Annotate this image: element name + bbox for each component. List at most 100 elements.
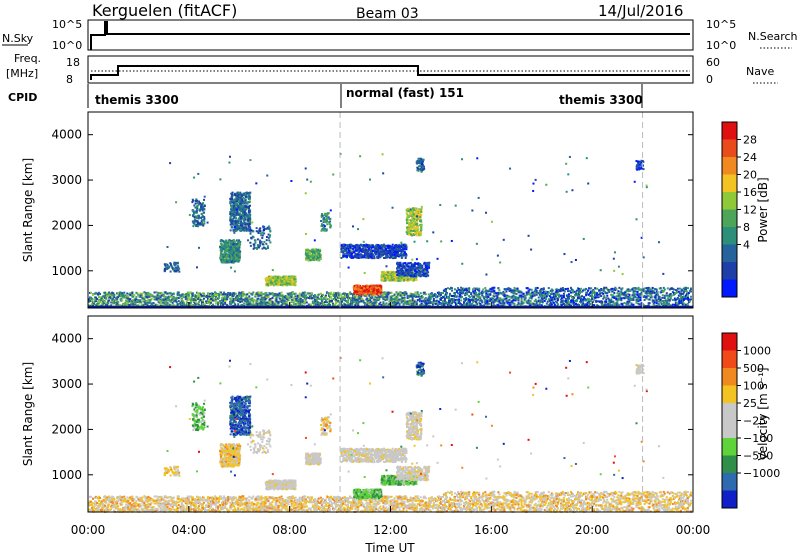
power-cell (546, 291, 549, 294)
power-cell (227, 291, 230, 294)
power-cell (601, 291, 604, 294)
power-cell (573, 299, 576, 302)
power-cell (561, 286, 564, 289)
power-cell (578, 291, 581, 294)
power-cell (515, 289, 518, 292)
power-cell (115, 297, 118, 300)
power-cell (117, 291, 120, 294)
power-cell (233, 241, 236, 244)
power-cell (406, 294, 409, 297)
power-cell (459, 290, 462, 293)
power-cell (222, 300, 225, 303)
power-cell (311, 302, 314, 305)
power-cell (381, 294, 384, 297)
power-cell (122, 303, 125, 306)
power-cell (618, 294, 621, 297)
power-cell (453, 297, 456, 300)
power-cell (532, 293, 535, 296)
power-cell (607, 289, 610, 292)
power-cell (388, 291, 391, 294)
power-cell (533, 303, 536, 306)
power-cell (549, 296, 552, 299)
power-cell (559, 301, 562, 304)
power-cell (412, 303, 415, 306)
power-cell (209, 302, 211, 305)
power-cell (235, 204, 238, 207)
power-cell (554, 295, 557, 298)
power-cell (617, 294, 620, 297)
power-cell (222, 298, 225, 301)
power-cell (261, 301, 264, 304)
power-cell (126, 300, 129, 303)
power-cell (144, 292, 147, 295)
power-cell (396, 299, 399, 302)
power-cell (610, 300, 613, 303)
power-cell (484, 302, 487, 305)
power-cell (609, 303, 612, 306)
power-cell (323, 303, 326, 306)
power-cell (426, 301, 429, 304)
power-cell (280, 298, 283, 301)
power-cell (413, 294, 416, 297)
power-cell (107, 299, 110, 302)
power-cell (103, 300, 106, 303)
power-cell (524, 297, 527, 300)
power-cell (417, 295, 420, 298)
power-cell (203, 222, 206, 225)
power-cell (121, 294, 124, 297)
power-cell (373, 301, 376, 304)
power-cell (605, 300, 608, 303)
power-cell (244, 223, 247, 226)
power-cell (533, 290, 536, 293)
power-cell (236, 298, 239, 301)
power-cell (229, 302, 232, 305)
power-cell (239, 294, 242, 297)
power-cell (172, 300, 175, 303)
power-cell (678, 302, 681, 305)
power-cell (353, 296, 356, 299)
power-cell (206, 297, 209, 300)
power-cell (115, 299, 118, 302)
power-cell (94, 292, 97, 295)
power-cell (201, 206, 204, 209)
power-cell (415, 301, 418, 304)
power-cell (633, 295, 636, 298)
power-cell (321, 298, 324, 301)
power-cell (374, 301, 377, 304)
power-cell (505, 287, 508, 290)
power-cell (333, 291, 336, 294)
power-cell (534, 304, 537, 307)
power-cell (410, 299, 413, 302)
power-cell (276, 295, 279, 298)
power-cell (558, 289, 561, 292)
power-cell (197, 221, 200, 224)
power-cell (93, 302, 96, 305)
power-cell (257, 297, 260, 300)
power-cell (175, 301, 178, 304)
power-cell (256, 302, 259, 305)
power-cell (541, 293, 544, 296)
power-cell (590, 291, 593, 294)
power-cell (425, 302, 428, 305)
power-cell (207, 293, 210, 296)
power-cell (519, 294, 522, 297)
power-cell (229, 215, 232, 218)
power-cell (134, 303, 137, 306)
power-cell (489, 287, 492, 290)
power-cell (669, 297, 672, 300)
power-cell (357, 293, 360, 296)
power-cell (535, 302, 538, 305)
power-cell (503, 288, 506, 291)
power-cell (592, 303, 595, 306)
power-cell (356, 303, 359, 306)
power-cell (195, 298, 198, 301)
power-cell (350, 300, 353, 303)
power-cell (503, 295, 506, 298)
power-cell (193, 294, 196, 297)
power-cell (520, 302, 523, 305)
power-cell (128, 304, 131, 307)
power-cell (332, 303, 335, 306)
power-cell (540, 287, 543, 290)
power-cell (226, 298, 229, 301)
